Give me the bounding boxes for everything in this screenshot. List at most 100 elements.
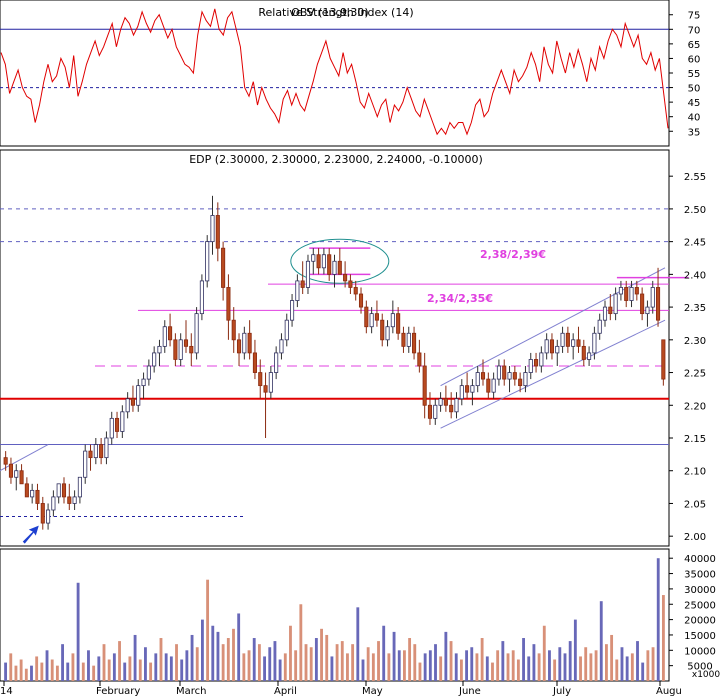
price-tick-label: 2.25 <box>684 369 706 380</box>
candle-down <box>443 398 448 406</box>
candle-down <box>417 352 422 367</box>
candle-down <box>655 287 661 321</box>
volume-y-axis: 5000 10000 15000 20000 25000 30000 35000 40000 <box>669 554 716 673</box>
rsi-tick-label: 50 <box>688 84 701 95</box>
volume-tick-label: 15000 <box>684 631 716 642</box>
volume-bar-up <box>356 607 360 681</box>
price-annotations: 2,38/2,39€ 2,34/2,35€ <box>427 248 546 305</box>
candle-down <box>486 378 491 393</box>
candle-down <box>358 293 364 308</box>
candle-down <box>61 483 67 498</box>
volume-bar-up <box>397 650 401 681</box>
volume-bar-down <box>289 625 292 681</box>
candle-down <box>3 457 8 465</box>
volume-bar-down <box>195 647 199 681</box>
candle-down <box>364 306 369 328</box>
volume-unit-label: x1000 <box>692 670 721 680</box>
volume-bar-up <box>97 656 101 681</box>
candle-up <box>72 496 77 504</box>
volume-bar-down <box>242 653 246 681</box>
trend-channel-lower <box>440 319 666 429</box>
price-tick-label: 2.45 <box>684 238 706 249</box>
price-tick-label: 2.00 <box>684 532 706 543</box>
candle-down <box>353 287 358 295</box>
volume-bar-up <box>66 662 70 681</box>
volume-bar-down <box>346 653 349 681</box>
rsi-series <box>0 8 669 136</box>
volume-bar-up <box>465 650 469 681</box>
volume-bar-down <box>413 644 417 681</box>
volume-bar-down <box>377 641 380 681</box>
candle-up <box>104 437 109 459</box>
candle-up <box>46 509 51 524</box>
rsi-line <box>0 8 669 136</box>
volume-bar-down <box>542 625 546 681</box>
volume-bar-down <box>516 659 520 681</box>
candle-down <box>24 483 29 498</box>
price-tick-label: 2.50 <box>684 205 706 216</box>
candle-down <box>608 306 613 315</box>
candle-down <box>624 287 629 301</box>
candle-up <box>77 476 82 498</box>
candle-up <box>438 398 443 406</box>
x-tick-label: June <box>458 686 481 697</box>
candle-down <box>427 404 433 419</box>
candle-down <box>374 313 379 321</box>
volume-bar-down <box>335 644 339 681</box>
candle-down <box>263 385 268 393</box>
price-tick-label: 2.55 <box>684 172 706 183</box>
candle-down <box>327 254 332 275</box>
volume-bar-up <box>532 644 536 681</box>
price-panel: EDP (2.30000, 2.30000, 2.23000, 2.24000,… <box>0 149 706 547</box>
volume-bar-up <box>133 634 137 681</box>
rsi-panel-frame <box>0 0 670 147</box>
candle-down <box>412 332 417 354</box>
candle-up <box>268 372 273 393</box>
candle-up <box>597 319 602 334</box>
candle-down <box>252 352 257 373</box>
price-y-axis: 2.00 2.05 2.10 2.15 2.20 2.25 2.30 2.35 2.40 2.45… <box>669 172 706 543</box>
candle-up <box>14 470 19 478</box>
candle-up <box>152 352 157 367</box>
volume-bar-down <box>403 650 406 681</box>
candle-up <box>369 313 374 328</box>
candle-up <box>571 339 576 347</box>
candle-down <box>221 247 226 288</box>
rsi-overprint-title: Relative Strength Index (14) <box>258 6 413 19</box>
rsi-tick-label: 40 <box>688 113 701 124</box>
candle-up <box>496 365 501 380</box>
price-tick-label: 2.40 <box>684 270 706 281</box>
volume-bar-down <box>387 653 391 681</box>
volume-bar-down <box>584 647 588 681</box>
candle-down <box>502 365 507 380</box>
candle-down <box>189 345 194 354</box>
volume-bar-down <box>24 668 28 681</box>
candle-down <box>67 496 72 504</box>
candle-up <box>295 280 300 301</box>
candle-down <box>581 345 586 360</box>
volume-bar-down <box>646 650 650 681</box>
volume-bar-down <box>247 650 251 681</box>
volume-bar-up <box>252 638 256 681</box>
candle-down <box>549 339 555 354</box>
volume-bar-down <box>40 662 44 681</box>
candle-up <box>83 450 88 478</box>
candle-up <box>544 339 549 354</box>
candle-up <box>205 241 210 282</box>
date-x-axis: 14 February March April May June July Augu <box>0 681 682 697</box>
candle-up <box>274 352 279 373</box>
candle-up <box>109 417 114 439</box>
price-title: EDP (2.30000, 2.30000, 2.23000, 2.24000,… <box>189 153 483 166</box>
volume-bar-up <box>273 641 277 681</box>
volume-bar-down <box>615 659 619 681</box>
volume-bar-up <box>548 650 551 681</box>
volume-bar-up <box>641 662 645 681</box>
volume-bar-down <box>19 659 23 681</box>
candle-up <box>433 404 438 419</box>
candle-up <box>30 489 35 498</box>
rsi-tick-label: 60 <box>688 54 701 65</box>
volume-bar-up <box>501 641 505 681</box>
candle-up <box>279 339 284 354</box>
volume-bar-up <box>599 601 603 681</box>
volume-tick-label: 5000 <box>687 662 712 673</box>
